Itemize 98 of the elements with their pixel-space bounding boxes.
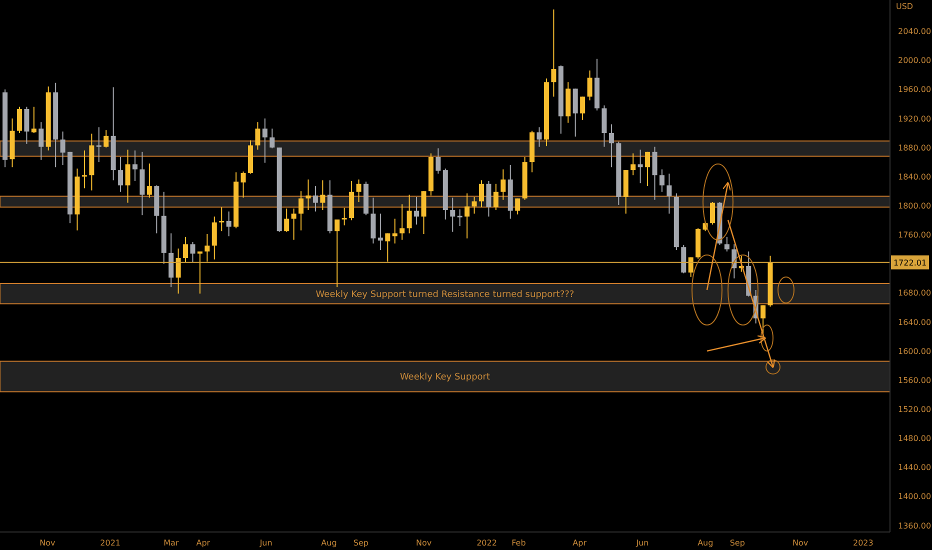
y-tick-label: 1800.00: [898, 202, 932, 211]
candlestick: [342, 207, 347, 226]
ref-line-label: 1722.01: [893, 258, 927, 268]
y-tick-label: 1360.00: [898, 521, 932, 530]
candlestick: [104, 130, 109, 148]
y-tick-label: 1600.00: [898, 346, 932, 356]
x-tick-label: Sep: [730, 538, 745, 548]
candlestick: [31, 106, 36, 134]
y-tick-label: 1640.00: [898, 318, 932, 327]
candlestick: [240, 171, 246, 198]
candlestick: [710, 202, 716, 226]
candlestick: [132, 150, 138, 182]
x-tick-label: Apr: [196, 538, 211, 548]
candlestick: [551, 8, 556, 98]
y-tick-label: 1840.00: [898, 172, 932, 182]
x-tick-label: Jun: [258, 538, 272, 548]
x-tick-label: 2021: [100, 538, 121, 548]
x-tick-label: Aug: [698, 538, 714, 548]
candlestick: [190, 242, 196, 263]
candlestick: [500, 168, 506, 200]
x-tick-label: Sep: [353, 538, 368, 548]
x-tick-label: Nov: [416, 538, 432, 548]
candlestick: [291, 208, 296, 240]
candlestick: [457, 208, 462, 227]
x-tick-label: Apr: [572, 538, 588, 548]
y-tick-label: 1680.00: [898, 288, 932, 298]
candlestick: [760, 304, 766, 341]
x-tick-label: Jun: [635, 538, 649, 548]
candlestick: [306, 179, 311, 211]
candlestick: [16, 106, 22, 134]
candlestick: [96, 126, 102, 163]
band-label: Weekly Key Support: [400, 372, 491, 383]
candlestick: [176, 248, 181, 294]
candlestick: [608, 124, 614, 168]
y-tick-label: 1440.00: [898, 463, 932, 472]
y-tick-label: 1960.00: [898, 85, 932, 94]
candlestick: [118, 156, 124, 192]
y-tick-label: 2040.00: [898, 27, 932, 36]
candlestick: [659, 168, 664, 192]
x-tick-label: Nov: [40, 538, 56, 548]
candlestick: [486, 180, 492, 218]
y-tick-label: 1480.00: [898, 434, 932, 444]
candlestick: [226, 210, 232, 237]
candlestick: [197, 250, 202, 294]
candlestick: [515, 198, 520, 215]
candlestick: [312, 186, 318, 212]
candlestick: [493, 183, 498, 211]
candlestick: [385, 232, 390, 262]
candlestick: [414, 196, 420, 226]
x-tick-label: Feb: [512, 538, 526, 548]
candlestick: [82, 150, 87, 189]
candlestick: [652, 146, 658, 200]
candlestick: [587, 70, 592, 101]
candlestick: [24, 106, 30, 144]
candlestick: [378, 213, 383, 251]
candlestick: [38, 122, 44, 160]
candlestick: [472, 196, 477, 214]
candlestick: [666, 173, 672, 214]
candlestick: [262, 118, 268, 164]
x-tick-label: Mar: [164, 538, 180, 548]
x-tick-label: 2022: [476, 538, 497, 548]
y-tick-label: 2000.00: [898, 56, 932, 66]
candlestick: [298, 190, 304, 231]
candlestick: [464, 192, 470, 239]
y-tick-label: 1760.00: [898, 230, 932, 240]
y-tick-label: 1520.00: [898, 405, 932, 414]
y-axis-title: USD: [896, 2, 914, 11]
candlestick: [645, 151, 650, 187]
candlestick: [204, 234, 210, 262]
candlestick: [212, 216, 217, 260]
candlestick: [125, 149, 130, 204]
y-tick-label: 1560.00: [898, 376, 932, 385]
candlestick: [436, 148, 441, 174]
candlestick: [219, 206, 224, 232]
band-label: Weekly Key Support turned Resistance turned support???: [316, 290, 574, 300]
candlestick: [450, 197, 456, 232]
candlestick: [255, 122, 260, 150]
candlestick: [580, 96, 586, 120]
candlestick: [284, 208, 290, 232]
candlestick: [630, 152, 636, 176]
candlestick: [400, 204, 405, 240]
candlestick: [536, 126, 542, 148]
candlestick: [334, 218, 340, 288]
x-tick-label: Nov: [792, 538, 808, 548]
candlestick: [724, 236, 730, 252]
candlestick: [270, 128, 275, 149]
candlestick: [146, 163, 152, 198]
candlestick: [60, 131, 66, 166]
candlestick: [479, 180, 484, 208]
candlestick: [406, 194, 412, 234]
y-tick-label: 1920.00: [898, 114, 932, 124]
x-tick-label: 2023: [853, 538, 874, 548]
candlestick: [183, 236, 188, 263]
y-tick-label: 1880.00: [898, 143, 932, 152]
x-tick-label: Aug: [321, 538, 337, 548]
candlestick: [356, 179, 362, 203]
candlestick: [320, 180, 326, 211]
y-tick-label: 1400.00: [898, 492, 932, 502]
